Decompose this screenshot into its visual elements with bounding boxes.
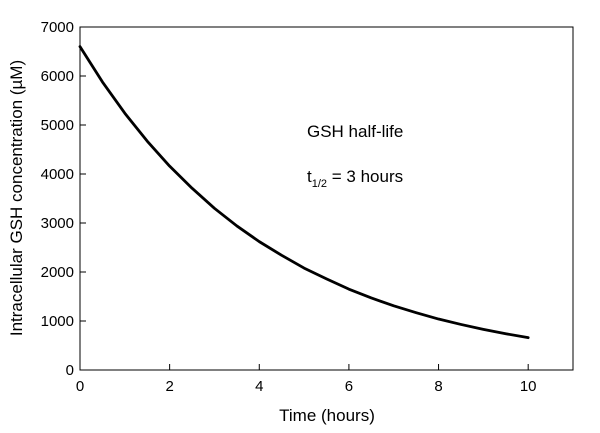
y-tick-label: 7000 (41, 19, 74, 36)
y-axis: 0 1000 2000 3000 4000 5000 6000 7000 (41, 19, 86, 379)
y-tick-label: 6000 (41, 68, 74, 85)
plot-frame (79, 26, 574, 371)
x-axis-title: Time (hours) (279, 406, 375, 425)
x-tick-label: 10 (520, 378, 537, 395)
y-tick-label: 1000 (41, 313, 74, 330)
y-axis-unit: µM (7, 66, 26, 90)
x-tick-label: 6 (345, 378, 353, 395)
y-tick-label: 4000 (41, 166, 74, 183)
y-tick-label: 2000 (41, 264, 74, 281)
annotation-half-life-value: t1/2 = 3 hours (307, 167, 403, 190)
annotation-half-life-title: GSH half-life (307, 122, 403, 141)
x-axis: 0 2 4 6 8 10 (76, 364, 537, 395)
x-tick-label: 2 (165, 378, 173, 395)
series-line (78, 45, 530, 340)
y-tick-label: 0 (66, 362, 74, 379)
x-tick-label: 8 (434, 378, 442, 395)
x-tick-label: 0 (76, 378, 84, 395)
y-tick-label: 5000 (41, 117, 74, 134)
x-tick-label: 4 (255, 378, 263, 395)
y-axis-title: Intracellular GSH concentration (µM) (7, 60, 26, 336)
y-tick-label: 3000 (41, 215, 74, 232)
